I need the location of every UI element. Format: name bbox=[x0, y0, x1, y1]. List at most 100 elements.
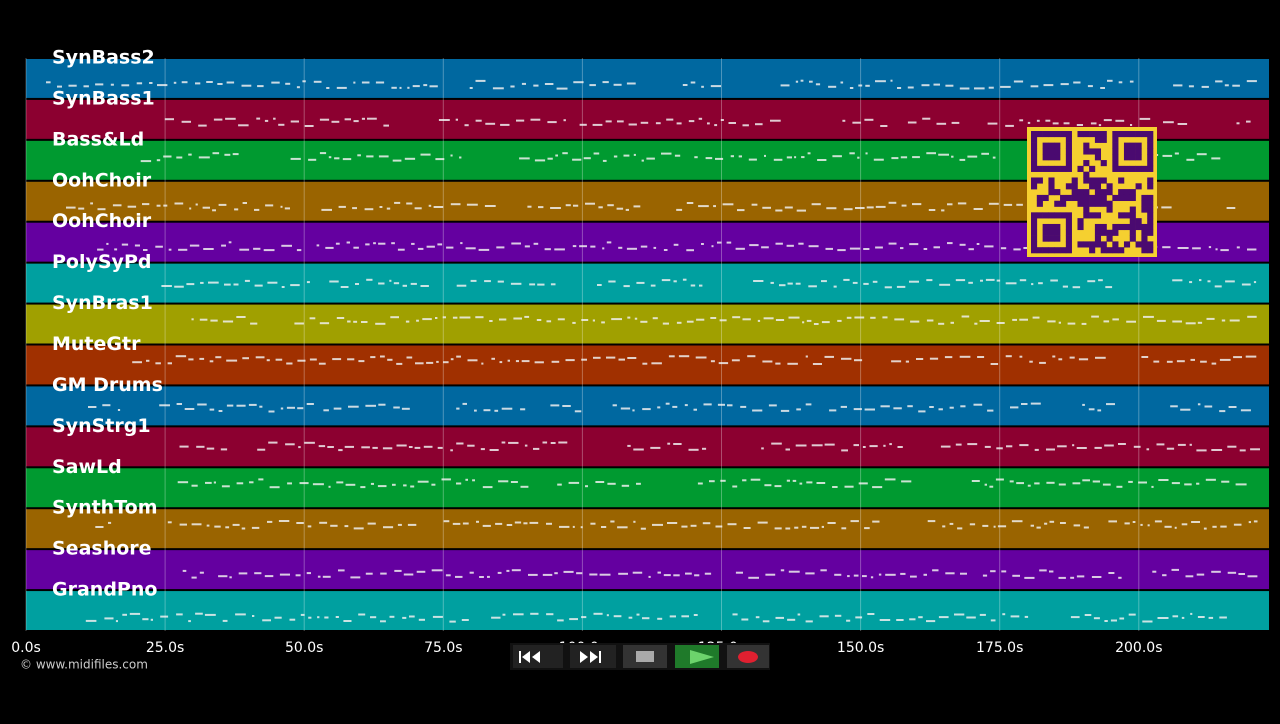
note bbox=[241, 84, 252, 87]
rewind-button[interactable] bbox=[513, 645, 563, 668]
note bbox=[626, 247, 637, 250]
note bbox=[786, 156, 792, 159]
record-button[interactable] bbox=[727, 645, 769, 668]
note bbox=[1177, 123, 1188, 125]
note bbox=[844, 485, 854, 488]
note bbox=[386, 207, 391, 210]
note bbox=[242, 202, 247, 204]
note bbox=[780, 409, 790, 412]
qr-cell bbox=[1135, 154, 1142, 161]
note bbox=[710, 360, 715, 363]
note bbox=[496, 246, 505, 249]
note bbox=[1200, 360, 1207, 363]
note bbox=[968, 281, 973, 284]
qr-cell bbox=[1071, 189, 1078, 196]
note bbox=[715, 157, 724, 160]
note bbox=[149, 82, 153, 84]
stop-button[interactable] bbox=[623, 645, 667, 668]
note bbox=[641, 159, 644, 162]
note bbox=[929, 406, 934, 408]
note bbox=[866, 206, 874, 209]
qr-cell bbox=[1094, 223, 1102, 231]
note bbox=[506, 569, 510, 572]
note bbox=[592, 319, 595, 322]
note bbox=[557, 619, 564, 622]
qr-cell bbox=[1065, 165, 1072, 172]
qr-cell bbox=[1031, 229, 1038, 236]
note bbox=[90, 202, 93, 205]
note bbox=[959, 87, 970, 90]
note bbox=[761, 246, 769, 249]
qr-cell bbox=[1031, 235, 1038, 242]
qr-cell bbox=[1147, 154, 1154, 161]
note bbox=[627, 444, 631, 447]
note bbox=[547, 121, 557, 124]
note bbox=[1087, 85, 1093, 88]
note bbox=[370, 616, 377, 619]
note bbox=[1214, 285, 1222, 288]
note bbox=[572, 525, 575, 528]
note bbox=[1228, 406, 1237, 408]
note bbox=[628, 616, 633, 619]
note bbox=[204, 613, 216, 616]
note bbox=[710, 317, 717, 319]
note bbox=[862, 575, 867, 578]
note bbox=[880, 405, 890, 408]
qr-cell bbox=[1060, 212, 1067, 219]
note bbox=[285, 443, 295, 446]
note bbox=[775, 242, 783, 245]
note bbox=[550, 283, 556, 286]
note bbox=[487, 575, 490, 578]
note bbox=[880, 125, 888, 127]
note bbox=[409, 615, 415, 618]
qr-cell bbox=[1141, 235, 1148, 242]
note bbox=[581, 358, 587, 361]
note bbox=[995, 478, 1004, 481]
note bbox=[1001, 570, 1007, 573]
track-row bbox=[26, 468, 1269, 508]
note bbox=[667, 522, 678, 524]
note bbox=[497, 571, 502, 574]
note bbox=[855, 207, 865, 209]
note bbox=[446, 246, 454, 249]
note bbox=[1203, 527, 1207, 530]
play-button[interactable] bbox=[675, 645, 719, 668]
note bbox=[990, 570, 996, 573]
note bbox=[150, 618, 153, 621]
note bbox=[551, 360, 560, 363]
note bbox=[663, 249, 668, 251]
note bbox=[1124, 522, 1130, 525]
note bbox=[326, 87, 330, 89]
note bbox=[102, 404, 111, 407]
qr-cell bbox=[1065, 223, 1072, 231]
qr-cell bbox=[1048, 148, 1055, 155]
note bbox=[690, 524, 697, 527]
note bbox=[121, 243, 129, 246]
qr-cell bbox=[1123, 223, 1131, 231]
qr-cell bbox=[1123, 189, 1131, 196]
note bbox=[794, 526, 799, 529]
note bbox=[414, 207, 422, 210]
track-row bbox=[26, 550, 1269, 590]
note bbox=[414, 446, 421, 449]
qr-cell bbox=[1100, 131, 1107, 138]
note bbox=[996, 322, 1005, 324]
note bbox=[319, 118, 330, 121]
forward-button[interactable] bbox=[570, 645, 616, 668]
note bbox=[944, 356, 953, 359]
note bbox=[1143, 315, 1154, 318]
note bbox=[853, 408, 862, 411]
note bbox=[306, 572, 311, 575]
note bbox=[1049, 570, 1054, 573]
qr-cell bbox=[1147, 229, 1154, 236]
note bbox=[499, 318, 507, 321]
note bbox=[684, 404, 688, 407]
note bbox=[383, 526, 394, 529]
qr-cell bbox=[1031, 212, 1038, 219]
note bbox=[950, 321, 954, 324]
time-tick-label: 175.0s bbox=[976, 640, 1023, 656]
note bbox=[1197, 403, 1201, 406]
qr-cell bbox=[1048, 183, 1055, 190]
note bbox=[104, 617, 114, 620]
note bbox=[209, 360, 214, 363]
